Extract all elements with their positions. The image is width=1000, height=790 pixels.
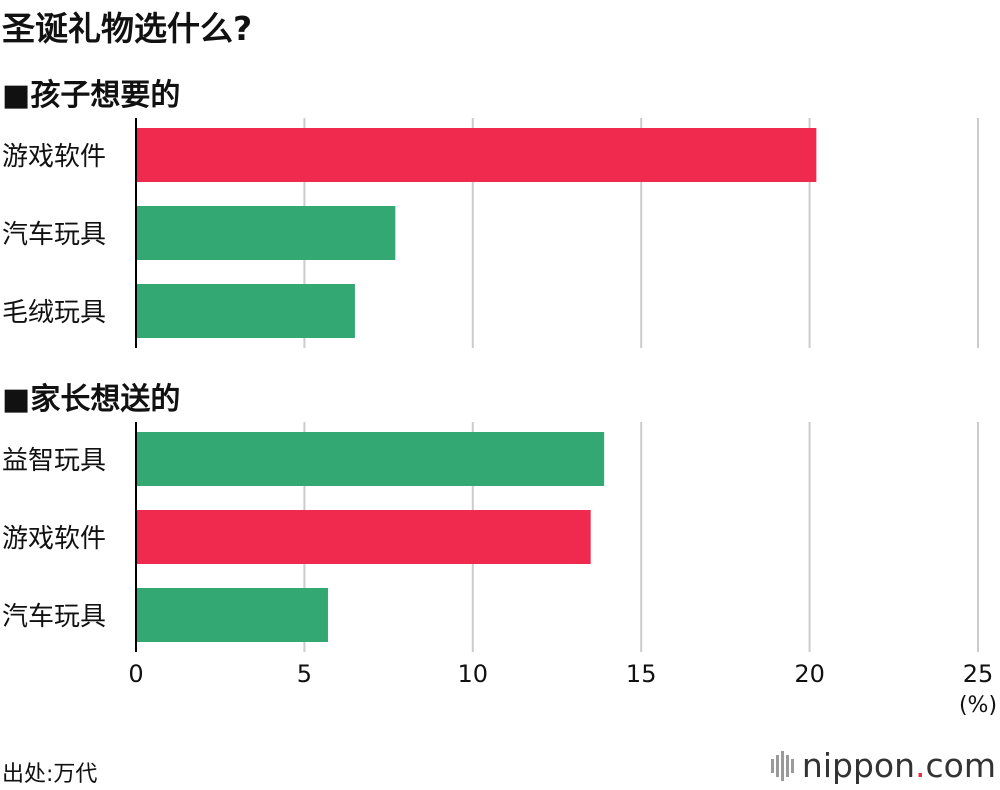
category-label-0-2: 毛绒玩具 <box>2 298 106 328</box>
bar-1-0 <box>136 432 605 486</box>
logo-tld: com <box>925 746 996 785</box>
x-tick-label-10: 10 <box>458 660 489 688</box>
group-title-children: ■孩子想要的 <box>2 78 181 113</box>
source-note: 出处:万代 <box>2 762 98 787</box>
x-tick-label-20: 20 <box>794 660 825 688</box>
bar-0-2 <box>136 284 355 338</box>
logo-bars-icon <box>770 750 796 781</box>
nippon-logo: nippon. com <box>770 746 996 785</box>
x-tick-label-25: 25 <box>963 660 994 688</box>
category-label-0-1: 汽车玩具 <box>2 220 106 250</box>
bar-1-2 <box>136 588 328 642</box>
category-label-1-1: 游戏软件 <box>2 524 106 554</box>
x-unit-label: (%) <box>959 693 997 718</box>
x-tick-label-5: 5 <box>297 660 312 688</box>
bar-1-1 <box>136 510 591 564</box>
category-label-0-0: 游戏软件 <box>2 142 106 172</box>
category-label-1-0: 益智玩具 <box>2 446 106 476</box>
category-label-1-2: 汽车玩具 <box>2 602 106 632</box>
bar-0-1 <box>136 206 396 260</box>
bar-0-0 <box>136 128 817 182</box>
logo-name: nippon <box>801 746 916 785</box>
logo-dot: . <box>915 746 926 785</box>
group-title-parents: ■家长想送的 <box>2 382 181 417</box>
chart-title: 圣诞礼物选什么? <box>2 9 253 48</box>
x-tick-label-15: 15 <box>626 660 657 688</box>
x-tick-label-0: 0 <box>128 660 143 688</box>
